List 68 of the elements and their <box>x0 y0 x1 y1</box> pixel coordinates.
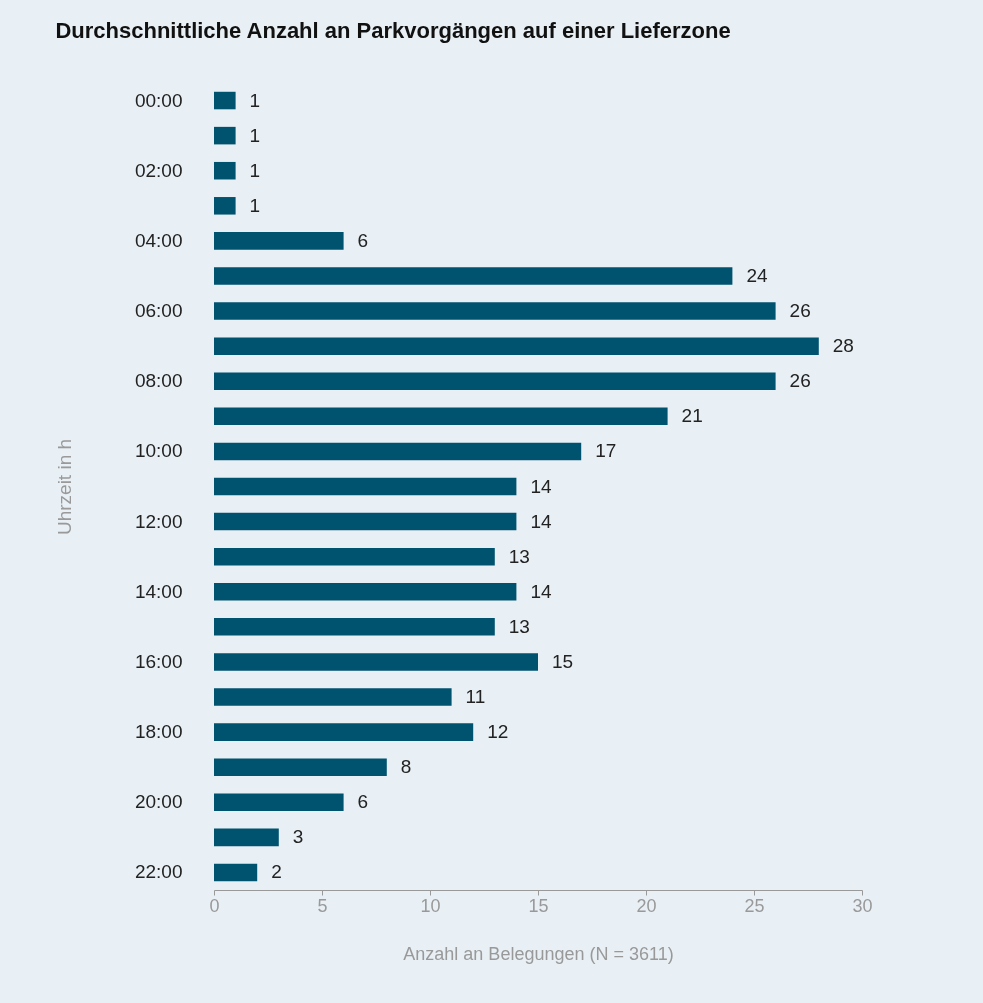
bar <box>214 512 517 531</box>
data-label: 2 <box>271 861 282 883</box>
x-axis-title: Anzahl an Belegungen (N = 3611) <box>403 943 674 964</box>
bar <box>214 91 236 110</box>
bar <box>214 618 495 636</box>
data-label: 14 <box>530 580 552 602</box>
data-label: 13 <box>508 615 530 637</box>
y-tick-label: 22:00 <box>134 861 183 883</box>
y-tick-label: 04:00 <box>134 229 183 251</box>
data-label: 1 <box>249 159 261 181</box>
data-label: 8 <box>400 756 412 778</box>
data-label: 11 <box>465 686 486 708</box>
bar <box>214 547 495 566</box>
bar <box>214 161 236 180</box>
data-label: 21 <box>681 405 703 427</box>
bar <box>214 302 776 320</box>
bar <box>214 407 668 426</box>
data-label: 6 <box>357 229 369 251</box>
bar <box>214 126 236 145</box>
y-axis-title: Uhrzeit in h <box>53 438 75 536</box>
x-tick-label: 25 <box>744 895 765 916</box>
bar <box>214 267 733 285</box>
x-tick-label: 10 <box>420 895 441 916</box>
data-label: 28 <box>832 335 854 357</box>
y-tick-label: 02:00 <box>134 159 183 181</box>
data-label: 14 <box>530 510 552 532</box>
y-tick-label: 06:00 <box>134 300 183 322</box>
chart-title: Durchschnittliche Anzahl an Parkvorgängen auf einer Lieferzone <box>55 18 731 43</box>
bar <box>214 582 517 601</box>
data-label: 17 <box>595 440 617 462</box>
bar <box>214 337 819 355</box>
y-tick-label: 14:00 <box>134 580 183 602</box>
data-label: 26 <box>789 300 811 322</box>
data-label: 24 <box>746 264 768 286</box>
x-tick-label: 20 <box>636 895 657 916</box>
bar <box>214 197 236 215</box>
bar <box>214 758 387 776</box>
y-tick-label: 00:00 <box>134 89 183 111</box>
data-label: 12 <box>487 721 509 743</box>
data-label: 6 <box>357 791 369 813</box>
data-label: 26 <box>789 370 811 392</box>
x-tick-label: 15 <box>528 895 549 916</box>
y-tick-label: 16:00 <box>134 650 183 672</box>
y-tick-label: 08:00 <box>134 370 183 392</box>
bar <box>214 653 538 671</box>
bar <box>214 828 279 847</box>
y-tick-label: 12:00 <box>134 510 183 532</box>
data-label: 13 <box>508 545 530 567</box>
data-label: 15 <box>552 650 574 672</box>
bar <box>214 442 582 461</box>
data-label: 1 <box>249 89 261 111</box>
data-label: 1 <box>249 124 261 146</box>
data-label: 14 <box>530 475 552 497</box>
x-tick-label: 0 <box>209 895 220 916</box>
data-label: 3 <box>292 826 304 848</box>
x-tick-label: 5 <box>317 895 328 916</box>
y-tick-label: 10:00 <box>134 440 183 462</box>
bar <box>214 688 452 706</box>
x-tick-label: 30 <box>852 895 873 916</box>
bar <box>214 863 258 882</box>
bar <box>214 477 517 496</box>
bar <box>214 372 776 391</box>
y-tick-label: 20:00 <box>134 791 183 813</box>
bar <box>214 793 344 812</box>
data-label: 1 <box>249 194 261 216</box>
y-tick-label: 18:00 <box>134 721 183 743</box>
bar <box>214 232 344 250</box>
bar <box>214 723 474 741</box>
